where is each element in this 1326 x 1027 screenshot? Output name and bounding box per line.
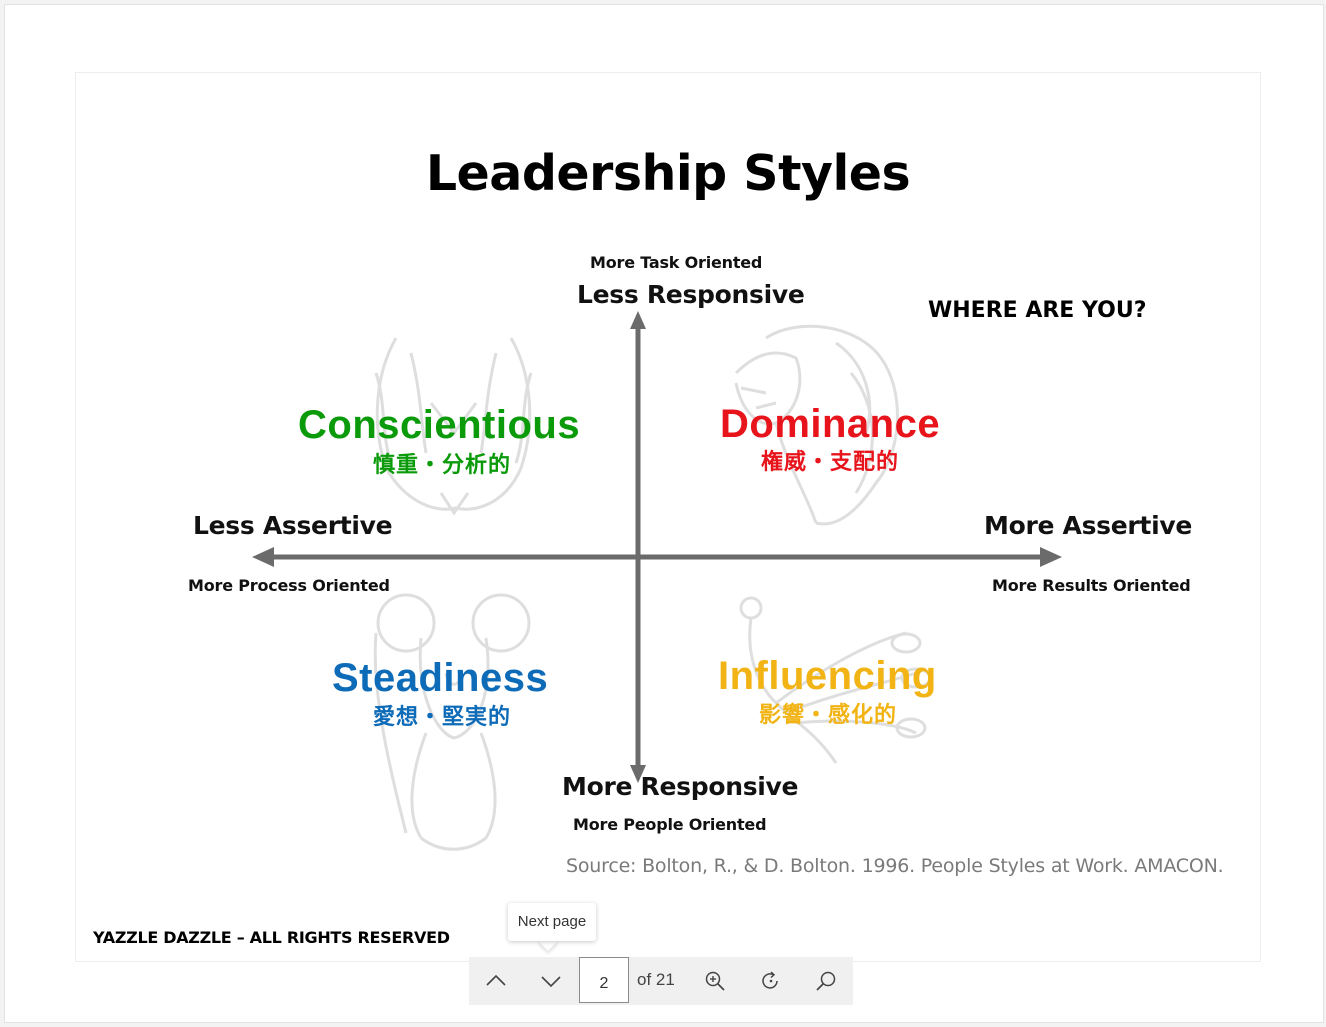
quadrant-influencing-sub: 影響・感化的 bbox=[759, 703, 898, 728]
quadrant-influencing-name: Influencing bbox=[718, 654, 937, 698]
quadrant-steadiness-sub: 愛想・堅実的 bbox=[373, 705, 512, 730]
axis-bottom-label: More Responsive bbox=[562, 772, 799, 801]
source-citation: Source: Bolton, R., & D. Bolton. 1996. P… bbox=[566, 855, 1224, 877]
quadrant-dominance-sub: 権威・支配的 bbox=[761, 450, 900, 475]
lion-watermark bbox=[734, 324, 899, 526]
owl-watermark bbox=[374, 337, 533, 516]
axis-right-label: More Assertive bbox=[984, 511, 1193, 540]
axes bbox=[252, 311, 1062, 783]
page-toolbar: of 21 bbox=[469, 957, 853, 1005]
animal-watermarks bbox=[252, 311, 1062, 851]
axis-top-label: Less Responsive bbox=[577, 280, 805, 309]
copyright-footer: YAZZLE DAZZLE – ALL RIGHTS RESERVED bbox=[93, 928, 450, 947]
zoom-in-button[interactable] bbox=[697, 963, 733, 999]
rotate-button[interactable] bbox=[753, 963, 789, 999]
rotate-icon bbox=[762, 971, 778, 989]
axis-left-small: More Process Oriented bbox=[188, 576, 390, 595]
chevron-up-icon bbox=[486, 974, 506, 986]
search-icon bbox=[816, 971, 836, 991]
quadrant-dominance-name: Dominance bbox=[720, 402, 941, 446]
slide: Leadership Styles bbox=[75, 72, 1261, 962]
quadrant-conscientious-sub: 慎重・分析的 bbox=[373, 453, 512, 478]
slide-title: Leadership Styles bbox=[425, 145, 911, 202]
chevron-down-icon bbox=[541, 976, 561, 988]
previous-page-button[interactable] bbox=[478, 963, 514, 999]
axis-top-small: More Task Oriented bbox=[590, 253, 763, 272]
search-button[interactable] bbox=[808, 963, 844, 999]
next-page-tooltip: Next page bbox=[508, 903, 596, 941]
zoom-in-icon bbox=[705, 971, 725, 991]
koala-watermark bbox=[373, 593, 531, 851]
axis-bottom-small: More People Oriented bbox=[573, 815, 767, 834]
document-viewer: Leadership Styles bbox=[4, 4, 1324, 1023]
next-page-button[interactable] bbox=[533, 963, 569, 999]
peacock-watermark bbox=[739, 596, 932, 764]
quadrant-conscientious-name: Conscientious bbox=[298, 403, 581, 447]
quadrant-steadiness-name: Steadiness bbox=[332, 656, 549, 700]
axis-right-small: More Results Oriented bbox=[992, 576, 1191, 595]
question-text: WHERE ARE YOU? bbox=[928, 298, 1147, 323]
axis-left-label: Less Assertive bbox=[193, 511, 393, 540]
page-number-input[interactable] bbox=[579, 957, 629, 1003]
page-count: of 21 bbox=[637, 970, 675, 989]
